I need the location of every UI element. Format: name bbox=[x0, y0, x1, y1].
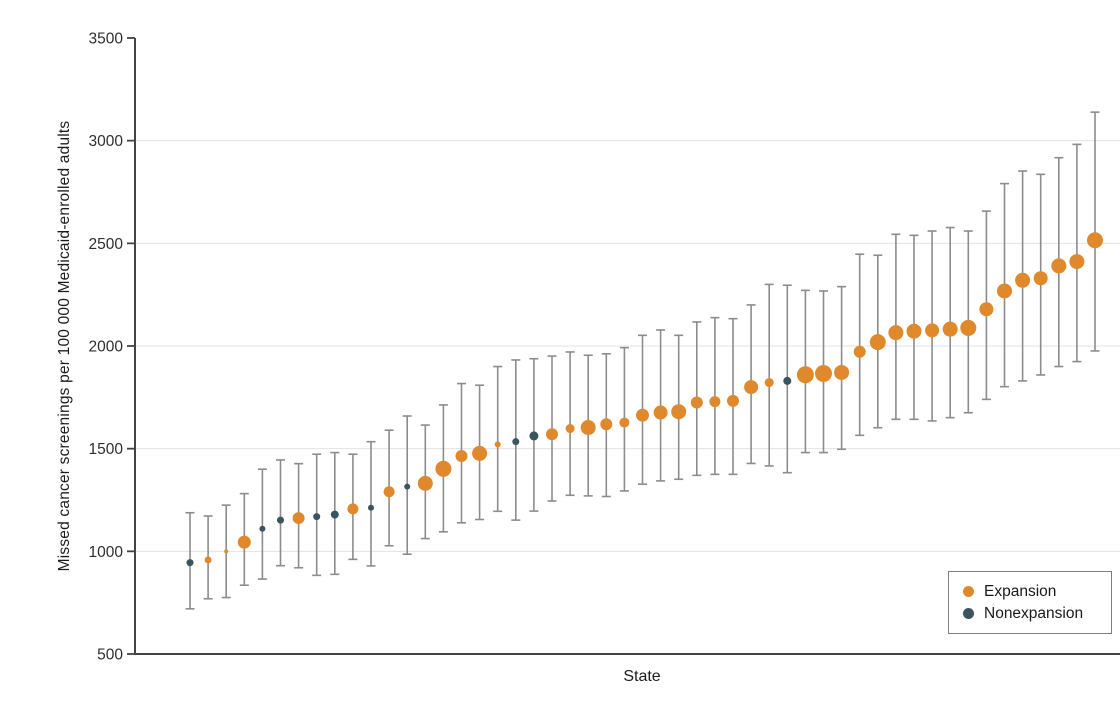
x-axis-title: State bbox=[623, 668, 661, 685]
data-point-expansion bbox=[546, 428, 558, 441]
nonexpansion-dot-icon bbox=[963, 608, 974, 619]
data-point-expansion bbox=[472, 445, 488, 461]
data-point-expansion bbox=[960, 319, 977, 336]
expansion-dot-icon bbox=[963, 586, 974, 597]
data-point-expansion bbox=[906, 323, 922, 339]
legend-label-expansion: Expansion bbox=[984, 582, 1057, 600]
data-point-expansion bbox=[204, 556, 212, 564]
data-point-expansion bbox=[619, 417, 630, 428]
data-point-expansion bbox=[853, 345, 866, 358]
data-point-expansion bbox=[565, 424, 575, 434]
data-point-expansion bbox=[671, 404, 687, 420]
data-point-expansion bbox=[1087, 232, 1103, 249]
data-point-expansion bbox=[435, 460, 452, 477]
y-tick-label: 3500 bbox=[89, 31, 124, 48]
data-point-nonexpansion bbox=[186, 559, 194, 567]
y-tick-label: 1000 bbox=[89, 544, 124, 561]
data-point-nonexpansion bbox=[313, 513, 321, 521]
y-tick-label: 2000 bbox=[89, 339, 124, 356]
legend: Expansion Nonexpansion bbox=[948, 571, 1112, 634]
y-axis-title: Missed cancer screenings per 100 000 Med… bbox=[56, 120, 73, 572]
data-point-expansion bbox=[942, 321, 958, 337]
data-point-expansion bbox=[383, 486, 395, 498]
data-point-expansion bbox=[979, 302, 994, 317]
data-point-expansion bbox=[237, 535, 251, 549]
data-point-expansion bbox=[869, 334, 886, 351]
data-point-nonexpansion bbox=[529, 431, 539, 441]
scatter-plot-canvas: 500 1000 1500 2000 2500 3000 3500 bbox=[89, 31, 1120, 664]
data-point-expansion bbox=[796, 366, 814, 384]
data-point-expansion bbox=[834, 364, 850, 380]
data-point-expansion bbox=[1015, 272, 1031, 288]
y-tick-label: 1500 bbox=[89, 441, 124, 458]
data-point-expansion bbox=[888, 325, 904, 341]
legend-item-nonexpansion: Nonexpansion bbox=[963, 605, 1111, 623]
data-point-expansion bbox=[709, 396, 721, 408]
data-point-expansion bbox=[815, 365, 832, 383]
data-point-expansion bbox=[690, 396, 703, 409]
data-point-nonexpansion bbox=[512, 438, 520, 446]
legend-label-nonexpansion: Nonexpansion bbox=[984, 604, 1084, 622]
data-point-expansion bbox=[1069, 254, 1085, 270]
data-point-expansion bbox=[292, 512, 305, 525]
data-point-expansion bbox=[455, 450, 468, 463]
data-point-expansion bbox=[1051, 258, 1067, 274]
chart-figure: 500 1000 1500 2000 2500 3000 3500 Missed cance… bbox=[40, 16, 1120, 703]
data-point-expansion bbox=[653, 405, 668, 420]
data-point-expansion bbox=[600, 418, 613, 431]
data-point-nonexpansion bbox=[368, 504, 374, 511]
data-point-expansion bbox=[764, 378, 774, 388]
data-point-expansion bbox=[417, 475, 433, 491]
data-point-expansion bbox=[727, 394, 739, 407]
data-point-nonexpansion bbox=[330, 510, 339, 519]
data-point-nonexpansion bbox=[259, 525, 266, 532]
data-point-nonexpansion bbox=[277, 516, 284, 524]
y-tick-label: 500 bbox=[97, 647, 123, 664]
data-point-nonexpansion bbox=[783, 376, 792, 385]
data-point-expansion bbox=[580, 420, 596, 436]
y-tick-label: 3000 bbox=[89, 133, 124, 150]
data-point-expansion bbox=[347, 503, 359, 515]
data-point-nonexpansion bbox=[404, 483, 411, 490]
data-point-expansion bbox=[997, 283, 1012, 299]
data-point-expansion bbox=[1033, 271, 1048, 286]
data-point-expansion bbox=[224, 549, 229, 554]
data-point-expansion bbox=[744, 380, 759, 395]
data-point-expansion bbox=[925, 323, 940, 338]
y-tick-label: 2500 bbox=[89, 236, 124, 253]
data-point-expansion bbox=[494, 441, 501, 448]
data-point-expansion bbox=[636, 408, 649, 422]
legend-item-expansion: Expansion bbox=[963, 583, 1111, 601]
